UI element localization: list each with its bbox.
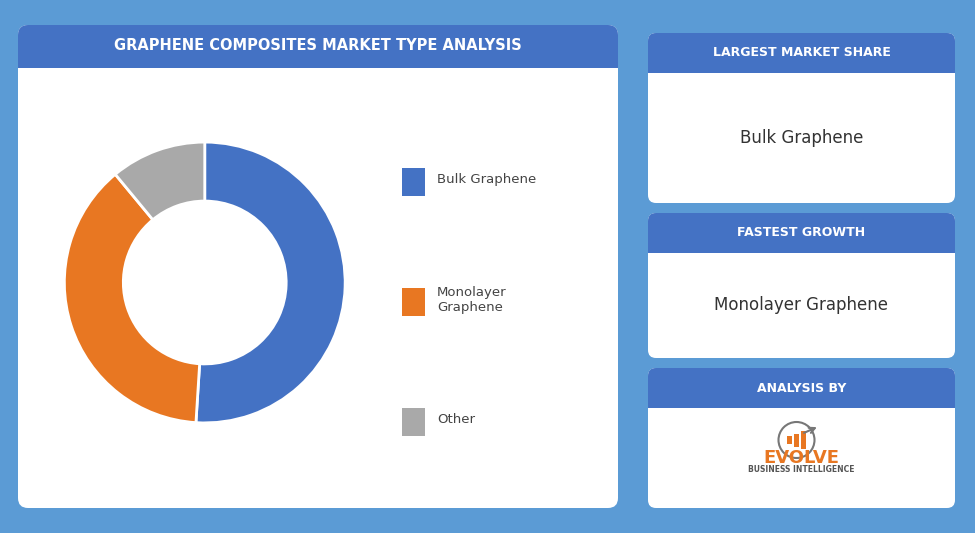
FancyBboxPatch shape [648, 53, 955, 73]
Wedge shape [64, 174, 200, 423]
Text: FASTEST GROWTH: FASTEST GROWTH [737, 227, 866, 239]
FancyBboxPatch shape [648, 213, 955, 253]
FancyBboxPatch shape [18, 48, 618, 68]
FancyBboxPatch shape [18, 25, 618, 68]
FancyBboxPatch shape [18, 25, 618, 508]
Text: ANALYSIS BY: ANALYSIS BY [757, 382, 846, 394]
Wedge shape [115, 142, 205, 220]
Text: Monolayer Graphene: Monolayer Graphene [715, 296, 888, 314]
FancyBboxPatch shape [402, 168, 425, 196]
Text: Bulk Graphene: Bulk Graphene [740, 129, 863, 147]
Text: 51%: 51% [204, 289, 256, 309]
FancyBboxPatch shape [800, 431, 805, 449]
FancyBboxPatch shape [648, 33, 955, 203]
FancyBboxPatch shape [402, 288, 425, 316]
Wedge shape [196, 142, 345, 423]
Text: GRAPHENE COMPOSITES MARKET TYPE ANALYSIS: GRAPHENE COMPOSITES MARKET TYPE ANALYSIS [114, 38, 522, 53]
FancyBboxPatch shape [648, 368, 955, 408]
Text: EVOLVE: EVOLVE [763, 449, 839, 467]
Text: Bulk Graphene: Bulk Graphene [437, 173, 536, 187]
FancyBboxPatch shape [648, 33, 955, 73]
FancyBboxPatch shape [402, 408, 425, 436]
FancyBboxPatch shape [648, 213, 955, 358]
FancyBboxPatch shape [648, 368, 955, 508]
Text: Other: Other [437, 413, 475, 426]
FancyBboxPatch shape [787, 436, 792, 444]
Text: LARGEST MARKET SHARE: LARGEST MARKET SHARE [713, 46, 890, 60]
Text: Monolayer
Graphene: Monolayer Graphene [437, 286, 506, 314]
FancyBboxPatch shape [794, 433, 799, 447]
FancyBboxPatch shape [648, 388, 955, 408]
Text: BUSINESS INTELLIGENCE: BUSINESS INTELLIGENCE [748, 465, 855, 474]
FancyBboxPatch shape [648, 233, 955, 253]
